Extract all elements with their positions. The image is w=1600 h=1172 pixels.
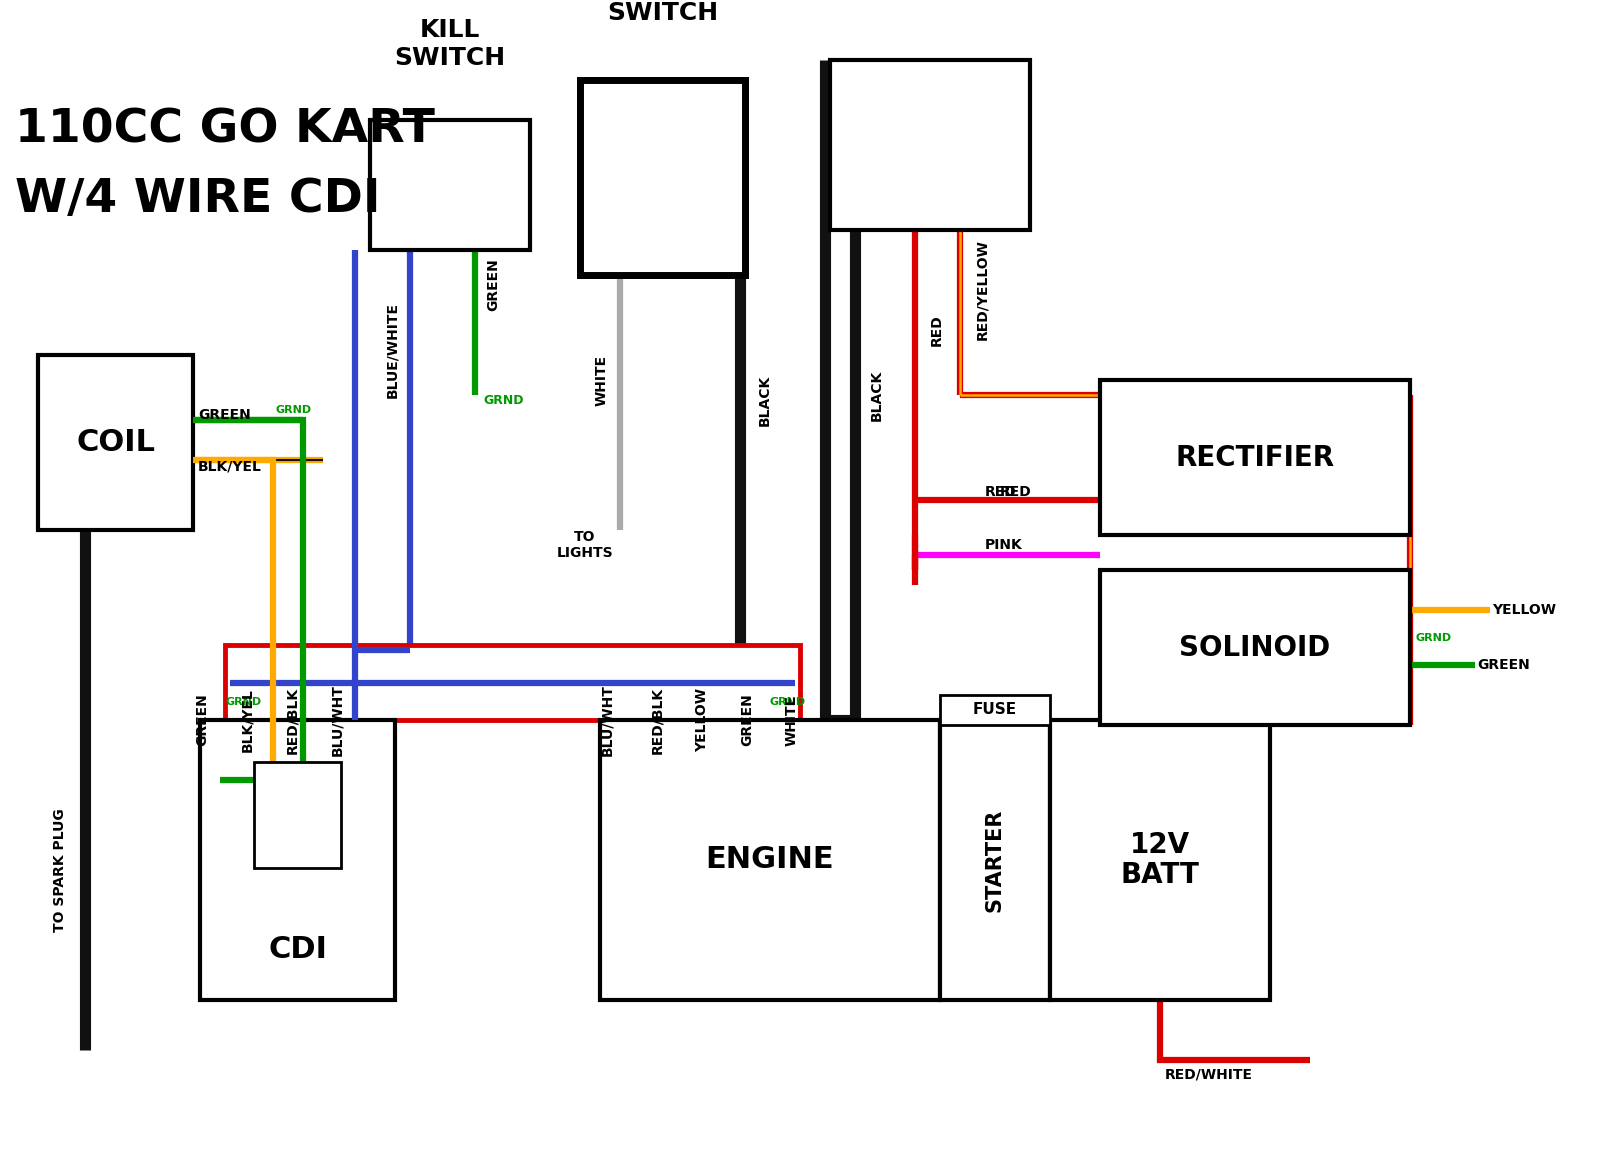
- Text: BLK/YEL: BLK/YEL: [198, 459, 262, 473]
- Bar: [1101, 380, 1410, 534]
- Text: RED/BLK: RED/BLK: [285, 687, 299, 754]
- Text: YELLOW: YELLOW: [1491, 604, 1555, 616]
- Text: KILL
SWITCH: KILL SWITCH: [395, 19, 506, 70]
- Bar: [579, 80, 746, 275]
- Text: CDI: CDI: [269, 935, 326, 965]
- Text: GRND: GRND: [770, 697, 806, 707]
- Text: FUSE: FUSE: [973, 702, 1018, 717]
- Text: BLACK: BLACK: [870, 369, 883, 421]
- Text: RED/YELLOW: RED/YELLOW: [974, 239, 989, 340]
- Text: WHITE: WHITE: [595, 354, 610, 406]
- Text: W/4 WIRE CDI: W/4 WIRE CDI: [14, 177, 381, 223]
- Text: GREEN: GREEN: [198, 408, 251, 422]
- Text: 12V
BATT: 12V BATT: [1120, 831, 1200, 890]
- Text: PINK: PINK: [986, 538, 1022, 552]
- Bar: [226, 645, 800, 720]
- Bar: [830, 60, 1030, 230]
- Text: RED: RED: [930, 314, 944, 346]
- Bar: [941, 720, 1050, 1000]
- Text: ON/OFF
SWITCH: ON/OFF SWITCH: [606, 0, 718, 25]
- Text: BLK/YEL: BLK/YEL: [240, 688, 254, 752]
- Text: COIL: COIL: [77, 428, 155, 457]
- Text: BLU/WHT: BLU/WHT: [330, 684, 344, 756]
- Text: ENGINE: ENGINE: [706, 845, 834, 874]
- Text: 110CC GO KART: 110CC GO KART: [14, 108, 435, 152]
- Text: BLACK: BLACK: [758, 374, 771, 425]
- Text: WHITE: WHITE: [786, 695, 798, 745]
- Bar: [200, 720, 395, 1000]
- Bar: [941, 695, 1050, 725]
- Bar: [254, 762, 341, 868]
- Text: RECTIFIER: RECTIFIER: [1176, 443, 1334, 471]
- Text: GREEN: GREEN: [195, 694, 210, 747]
- Text: RED: RED: [986, 485, 1016, 499]
- Text: STARTER: STARTER: [986, 809, 1005, 912]
- Text: BLU/WHT: BLU/WHT: [600, 684, 614, 756]
- Bar: [1101, 570, 1410, 725]
- Text: GREEN: GREEN: [1477, 657, 1530, 672]
- Text: GRND: GRND: [1414, 633, 1451, 643]
- Bar: [38, 355, 194, 530]
- Bar: [1050, 720, 1270, 1000]
- Text: YELLOW: YELLOW: [694, 688, 709, 752]
- Bar: [579, 80, 746, 275]
- Text: GRND: GRND: [275, 406, 310, 415]
- Text: GREEN: GREEN: [739, 694, 754, 747]
- Text: GRND: GRND: [226, 697, 261, 707]
- Bar: [600, 720, 941, 1000]
- Text: BLUE/WHITE: BLUE/WHITE: [386, 302, 398, 398]
- Text: GRND: GRND: [483, 394, 523, 407]
- Bar: [370, 120, 530, 250]
- Text: GREEN: GREEN: [486, 259, 499, 312]
- Text: RED/WHITE: RED/WHITE: [1165, 1068, 1253, 1082]
- Text: RED/BLK: RED/BLK: [650, 687, 664, 754]
- Text: IGN.
SWITCH: IGN. SWITCH: [875, 0, 986, 5]
- Text: TO SPARK PLUG: TO SPARK PLUG: [53, 809, 67, 932]
- Text: RED: RED: [1000, 485, 1032, 499]
- Text: SOLINOID: SOLINOID: [1179, 634, 1331, 661]
- Text: TO
LIGHTS: TO LIGHTS: [557, 530, 613, 560]
